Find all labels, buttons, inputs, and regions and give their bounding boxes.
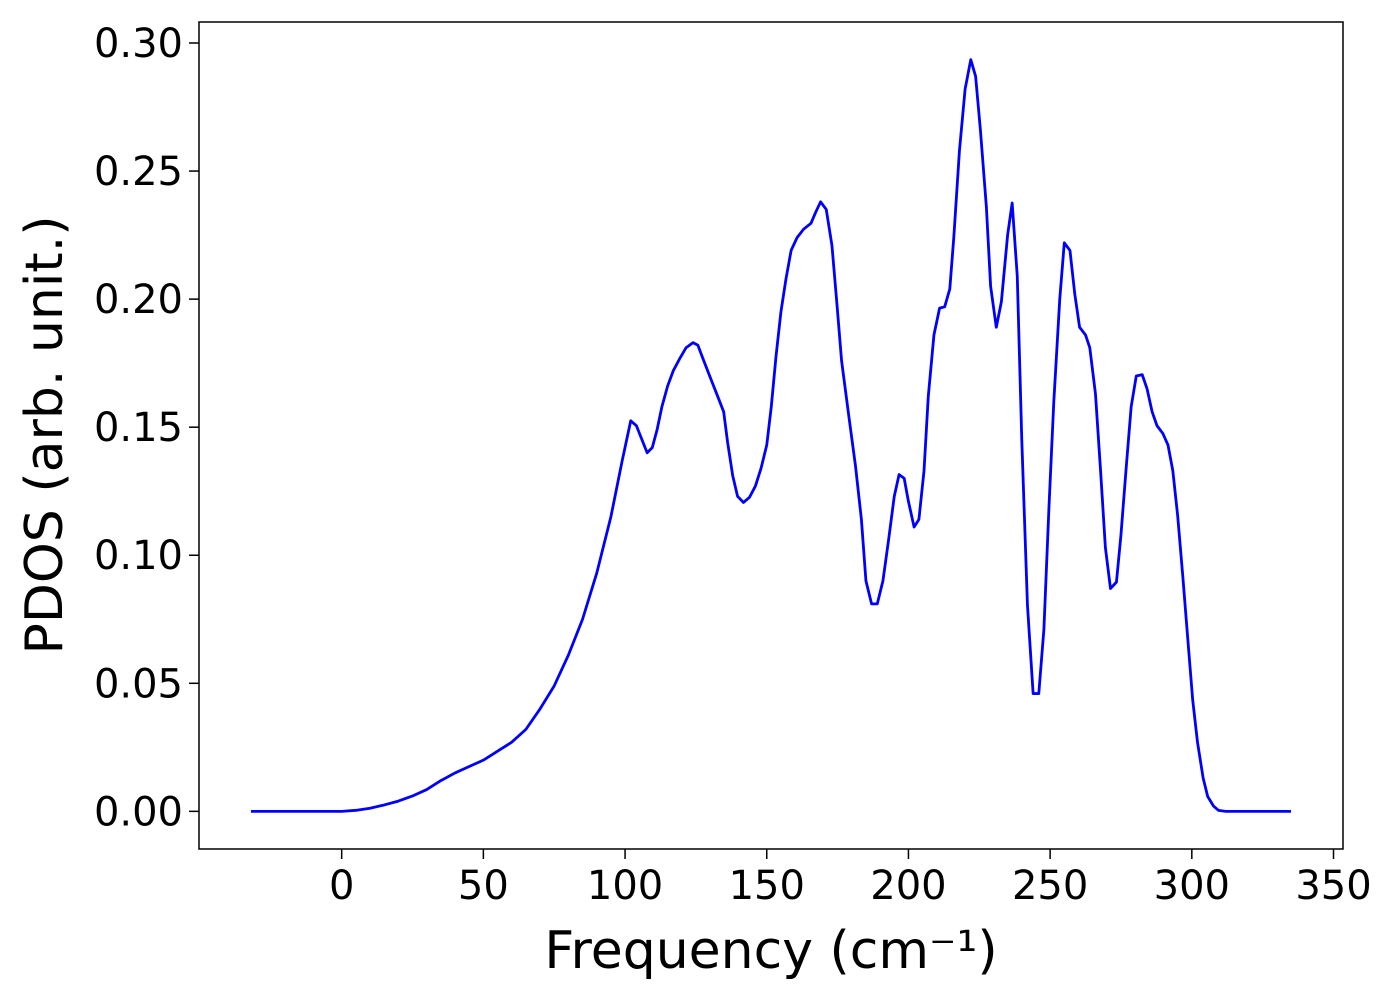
y-tick-label: 0.20: [94, 277, 183, 323]
y-axis-label: PDOS (arb. unit.): [15, 215, 75, 654]
y-tick-label: 0.10: [94, 533, 183, 579]
plot-frame: [198, 21, 1344, 850]
x-tick-label: 0: [329, 863, 354, 909]
y-tick-label: 0.25: [94, 149, 183, 195]
x-tick-label: 350: [1295, 863, 1371, 909]
data-line: [251, 58, 1291, 813]
x-tick-label: 250: [1012, 863, 1088, 909]
y-tick-label: 0.30: [94, 21, 183, 67]
x-tick-label: 150: [729, 863, 805, 909]
x-tick-label: 100: [587, 863, 663, 909]
x-axis-label: Frequency (cm⁻¹): [544, 921, 997, 981]
y-tick-label: 0.15: [94, 405, 183, 451]
y-tick-label: 0.00: [94, 789, 183, 835]
x-tick-label: 50: [458, 863, 509, 909]
y-tick-label: 0.05: [94, 661, 183, 707]
x-tick-label: 200: [870, 863, 946, 909]
x-tick-label: 300: [1154, 863, 1230, 909]
